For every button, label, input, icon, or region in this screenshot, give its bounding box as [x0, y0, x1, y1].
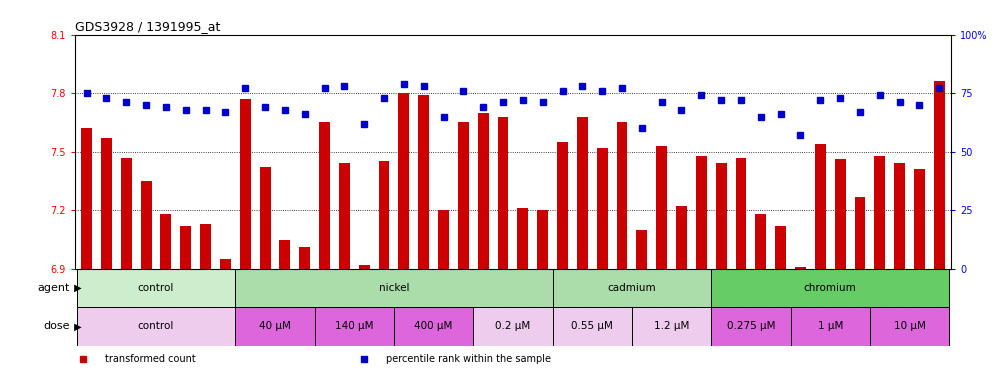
Bar	[631, 307, 711, 346]
Text: transformed count: transformed count	[106, 354, 196, 364]
Bar	[735, 157, 746, 269]
Bar	[870, 307, 949, 346]
Bar	[458, 122, 469, 269]
Bar	[101, 138, 112, 269]
Bar	[180, 226, 191, 269]
Bar	[791, 307, 870, 346]
Bar	[498, 117, 509, 269]
Bar	[553, 307, 631, 346]
Bar	[716, 163, 727, 269]
Bar	[299, 247, 310, 269]
Bar	[473, 307, 553, 346]
Bar	[636, 230, 647, 269]
Text: 10 μM: 10 μM	[893, 321, 925, 331]
Bar	[478, 113, 489, 269]
Bar	[240, 99, 251, 269]
Bar	[557, 142, 568, 269]
Text: 400 μM: 400 μM	[414, 321, 453, 331]
Bar	[676, 206, 687, 269]
Bar	[775, 226, 786, 269]
Text: control: control	[137, 283, 174, 293]
Bar	[815, 144, 826, 269]
Text: percentile rank within the sample: percentile rank within the sample	[385, 354, 551, 364]
Bar	[260, 167, 271, 269]
Bar	[81, 128, 92, 269]
Text: cadmium: cadmium	[608, 283, 656, 293]
Bar	[656, 146, 667, 269]
Bar	[934, 81, 945, 269]
Bar	[319, 122, 330, 269]
Bar	[755, 214, 766, 269]
Text: 40 μM: 40 μM	[259, 321, 291, 331]
Text: 1 μM: 1 μM	[818, 321, 843, 331]
Bar	[200, 224, 211, 269]
Text: agent: agent	[37, 283, 70, 293]
Text: control: control	[137, 321, 174, 331]
Text: 0.55 μM: 0.55 μM	[572, 321, 614, 331]
Bar	[140, 181, 151, 269]
Bar	[577, 117, 588, 269]
Bar	[914, 169, 925, 269]
Bar	[855, 197, 866, 269]
Bar	[220, 259, 231, 269]
Bar	[894, 163, 905, 269]
Bar	[77, 269, 235, 307]
Bar	[795, 267, 806, 269]
Bar	[315, 307, 394, 346]
Bar	[378, 161, 389, 269]
Bar	[359, 265, 370, 269]
Bar	[394, 307, 473, 346]
Bar	[235, 269, 553, 307]
Text: nickel: nickel	[378, 283, 409, 293]
Bar	[597, 148, 608, 269]
Bar	[418, 95, 429, 269]
Bar	[553, 269, 711, 307]
Bar	[121, 157, 131, 269]
Bar	[77, 307, 235, 346]
Bar	[696, 156, 707, 269]
Bar	[835, 159, 846, 269]
Bar	[711, 269, 949, 307]
Text: 0.2 μM: 0.2 μM	[495, 321, 531, 331]
Bar	[711, 307, 791, 346]
Text: 140 μM: 140 μM	[335, 321, 374, 331]
Bar	[438, 210, 449, 269]
Text: ▶: ▶	[71, 283, 82, 293]
Text: 0.275 μM: 0.275 μM	[727, 321, 775, 331]
Bar	[235, 307, 315, 346]
Text: 1.2 μM: 1.2 μM	[654, 321, 689, 331]
Bar	[160, 214, 171, 269]
Bar	[874, 156, 885, 269]
Text: GDS3928 / 1391995_at: GDS3928 / 1391995_at	[75, 20, 220, 33]
Text: dose: dose	[43, 321, 70, 331]
Bar	[537, 210, 548, 269]
Bar	[517, 208, 528, 269]
Bar	[617, 122, 627, 269]
Text: ▶: ▶	[71, 321, 82, 331]
Bar	[398, 93, 409, 269]
Bar	[280, 240, 291, 269]
Bar	[339, 163, 350, 269]
Text: chromium: chromium	[804, 283, 857, 293]
